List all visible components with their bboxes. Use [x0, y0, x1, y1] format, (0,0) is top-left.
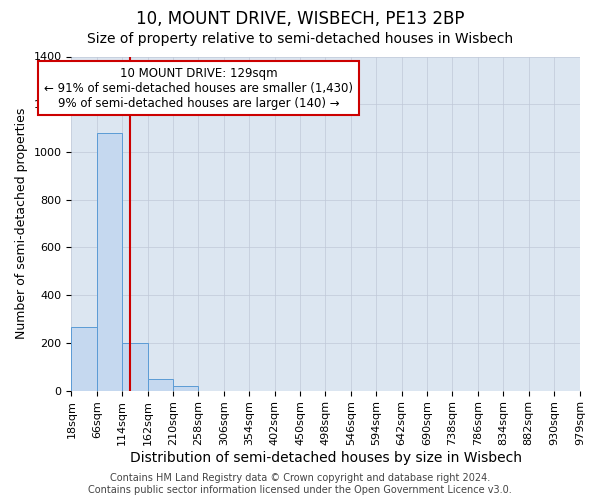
Text: 10, MOUNT DRIVE, WISBECH, PE13 2BP: 10, MOUNT DRIVE, WISBECH, PE13 2BP [136, 10, 464, 28]
X-axis label: Distribution of semi-detached houses by size in Wisbech: Distribution of semi-detached houses by … [130, 451, 522, 465]
Text: 10 MOUNT DRIVE: 129sqm
← 91% of semi-detached houses are smaller (1,430)
9% of s: 10 MOUNT DRIVE: 129sqm ← 91% of semi-det… [44, 66, 353, 110]
Y-axis label: Number of semi-detached properties: Number of semi-detached properties [15, 108, 28, 339]
Bar [122, 343, 148, 390]
Bar [173, 386, 199, 390]
Text: Contains HM Land Registry data © Crown copyright and database right 2024.
Contai: Contains HM Land Registry data © Crown c… [88, 474, 512, 495]
Text: Size of property relative to semi-detached houses in Wisbech: Size of property relative to semi-detach… [87, 32, 513, 46]
Bar [148, 378, 173, 390]
Bar [71, 328, 97, 390]
Bar [97, 133, 122, 390]
